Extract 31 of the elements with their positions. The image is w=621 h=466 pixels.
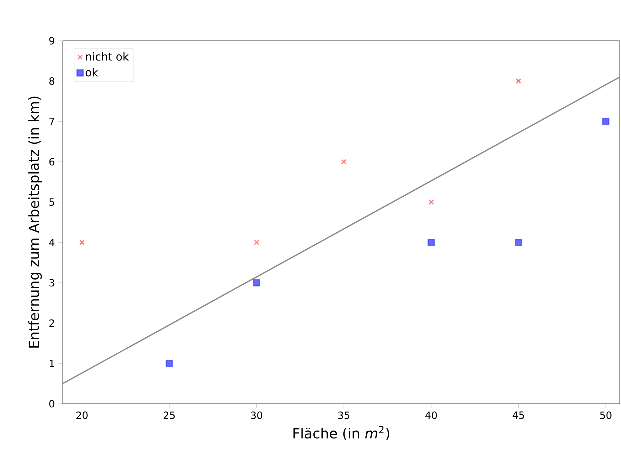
legend-label: nicht ok	[86, 52, 130, 61]
legend-label: ok	[86, 68, 98, 77]
y-tick-label: 6	[50, 158, 55, 166]
y-tick-label: 8	[50, 78, 55, 86]
point	[428, 200, 434, 206]
point	[428, 239, 436, 246]
y-tick-label: 2	[50, 320, 54, 328]
x-tick-label: 40	[426, 412, 438, 420]
point	[166, 360, 174, 368]
x-tick-label: 50	[600, 412, 612, 420]
point	[516, 78, 522, 84]
point	[79, 240, 85, 246]
point	[515, 239, 522, 246]
x-tick-label: 25	[164, 412, 175, 420]
x-tick-label: 35	[338, 412, 350, 420]
x-axis-title: Fläche (in m$^{2}$)	[294, 426, 390, 440]
x-tick-label: 30	[251, 412, 262, 420]
y-axis-title: Entfernung zum Arbeitsplatz (in km)	[28, 96, 42, 348]
y-tick-label: 3	[50, 279, 54, 287]
point	[602, 118, 610, 126]
x-tick-label: 20	[76, 412, 88, 420]
y-tick-label: 7	[50, 118, 54, 126]
y-tick-label: 0	[50, 400, 55, 408]
y-tick-label: 4	[49, 239, 55, 246]
point	[254, 240, 260, 246]
x-tick-label: 45	[512, 412, 524, 420]
y-tick-label: 5	[50, 198, 54, 206]
y-tick-label: 9	[50, 37, 55, 45]
point	[341, 159, 347, 165]
y-tick-label: 1	[50, 360, 54, 368]
point	[253, 279, 260, 287]
